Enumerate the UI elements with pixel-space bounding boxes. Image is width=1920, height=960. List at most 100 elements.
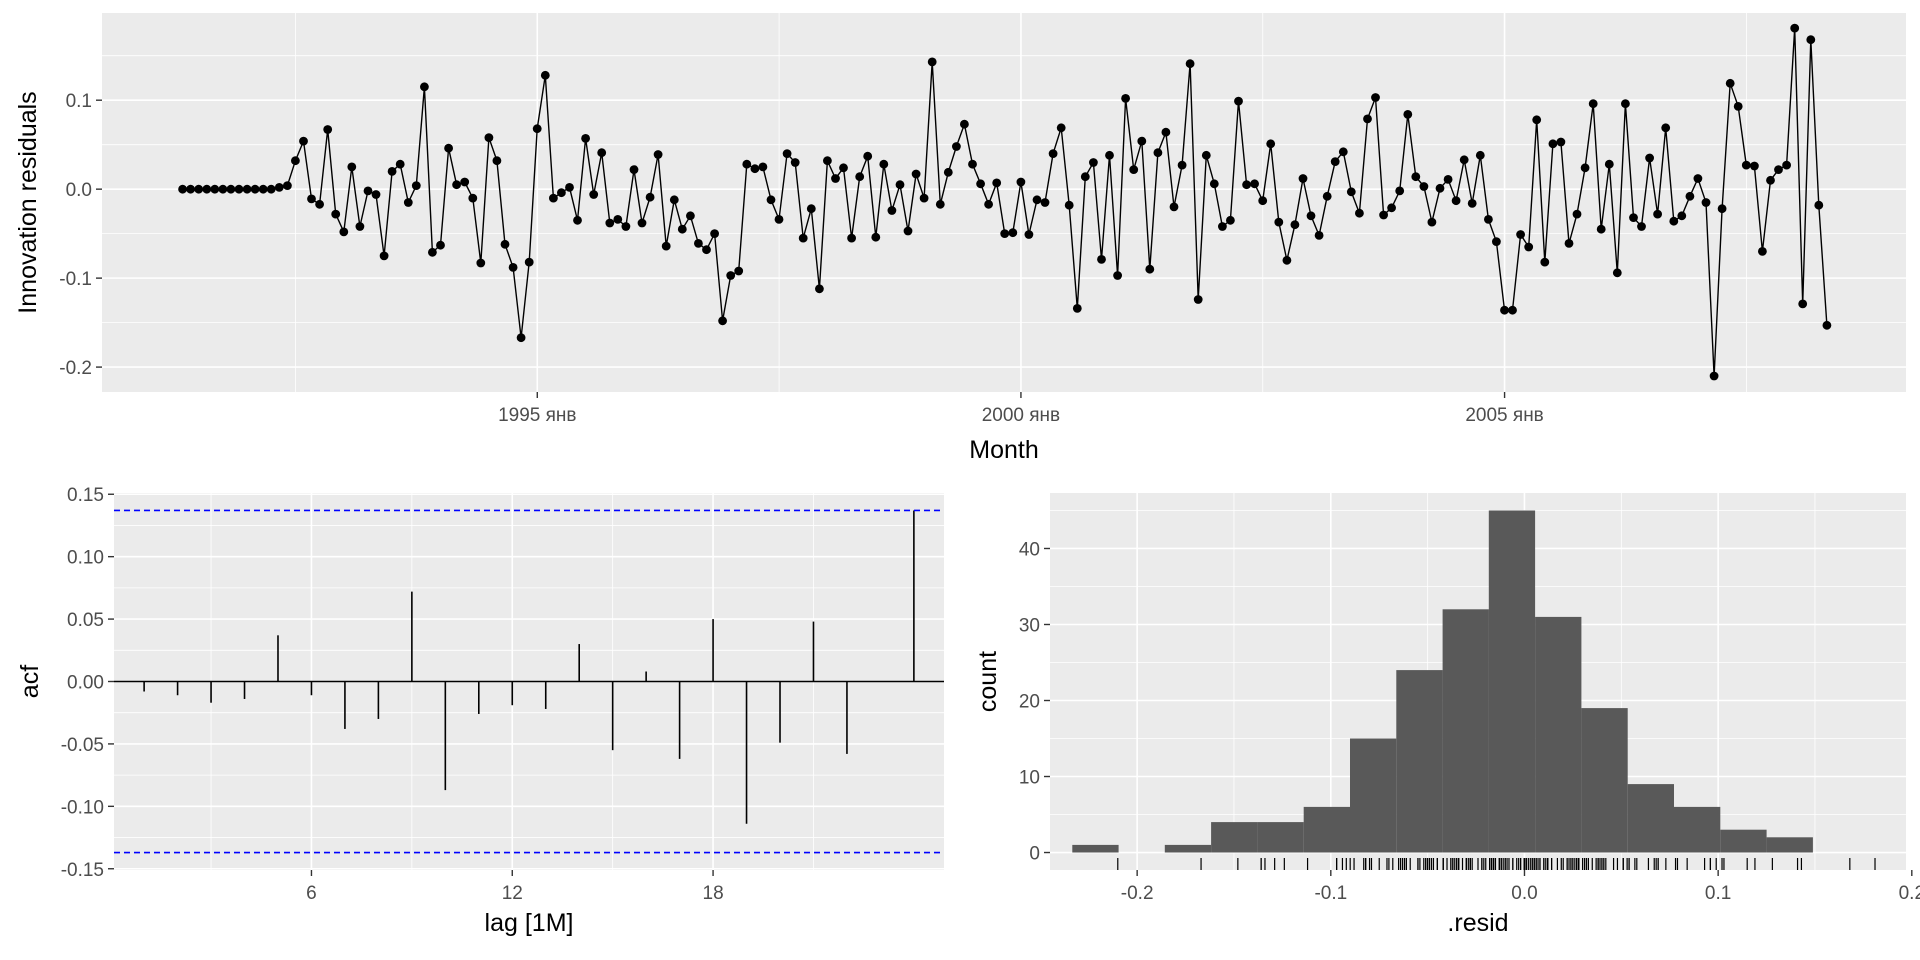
residual-point — [516, 333, 526, 343]
residual-point — [524, 257, 534, 267]
histogram-bar — [1442, 609, 1489, 853]
histogram-bar — [1211, 822, 1258, 853]
residual-point — [1274, 217, 1284, 227]
residual-point — [629, 165, 639, 175]
residuals-series — [178, 23, 1832, 381]
y-tick-label: -0.05 — [61, 735, 104, 756]
x-tick-label: 0.2 — [1899, 883, 1920, 904]
residual-point — [283, 181, 292, 191]
residual-point — [1266, 139, 1276, 149]
residual-point — [1508, 305, 1517, 315]
residual-point — [1484, 215, 1493, 224]
y-tick-label: 0.1 — [66, 91, 92, 112]
residual-point — [1669, 216, 1679, 226]
residual-point — [758, 162, 768, 172]
residual-point — [242, 184, 252, 194]
residual-point — [1725, 78, 1735, 88]
residual-point — [1532, 115, 1542, 125]
residual-point — [1733, 102, 1743, 111]
residual-point — [355, 222, 365, 231]
residual-point — [1016, 177, 1026, 187]
residual-point — [420, 82, 429, 92]
x-tick-label: 12 — [502, 883, 523, 904]
residual-point — [565, 183, 574, 192]
residual-point — [1234, 96, 1243, 106]
residual-point — [1314, 231, 1324, 240]
residual-point — [484, 133, 494, 143]
residual-point — [1371, 93, 1380, 102]
histogram-x-axis-title: .resid — [1447, 909, 1508, 937]
histogram-bar — [1581, 708, 1628, 853]
x-tick-label: 6 — [306, 883, 317, 904]
residual-point — [637, 218, 647, 228]
residual-point — [1242, 180, 1251, 190]
residual-point — [661, 241, 671, 251]
residual-point — [702, 245, 711, 255]
residual-point — [347, 162, 357, 172]
residual-point — [266, 184, 276, 194]
residual-point — [943, 167, 953, 177]
residual-point — [935, 199, 945, 209]
residual-point — [726, 271, 736, 280]
residual-point — [395, 159, 405, 169]
residual-point — [411, 181, 421, 191]
residual-point — [1524, 242, 1534, 252]
residual-point — [1693, 174, 1703, 183]
residual-point — [1306, 211, 1316, 221]
residuals-histogram: -0.2 -0.1 0.0 0.1 0.2 0 10 20 30 40 .resid count — [974, 493, 1920, 937]
residual-point — [186, 184, 196, 194]
residual-point — [1500, 305, 1509, 315]
residual-point — [1145, 264, 1155, 274]
histogram-rug — [1117, 858, 1876, 870]
residual-point — [1822, 320, 1832, 330]
residual-point — [605, 218, 615, 228]
residuals-plot-ticks: 1995 янв 2000 янв 2005 янв -0.2 -0.1 0.0 0.1 — [59, 91, 1544, 426]
residual-point — [1548, 139, 1558, 149]
residual-point — [1637, 222, 1646, 231]
residual-point — [782, 149, 792, 159]
residual-point — [863, 151, 873, 161]
residual-point — [1653, 209, 1662, 219]
residual-point — [379, 251, 389, 261]
residual-point — [1806, 35, 1816, 45]
y-tick-label: 0.0 — [66, 180, 92, 201]
residual-point — [806, 204, 816, 214]
acf-plot-ticks: 6 12 18 -0.15 -0.10 -0.05 0.00 0.05 0.10 0.15 — [61, 485, 724, 904]
residual-point — [1387, 203, 1396, 213]
residual-point — [258, 184, 268, 194]
residual-point — [274, 183, 284, 192]
residual-point — [1596, 224, 1606, 234]
residual-point — [1048, 149, 1058, 159]
residual-point — [1621, 99, 1630, 109]
residual-point — [476, 258, 486, 268]
residual-point — [1129, 165, 1139, 175]
residual-point — [468, 193, 478, 203]
residual-point — [1218, 222, 1227, 231]
y-tick-label: 20 — [1019, 692, 1040, 713]
residual-point — [460, 177, 470, 187]
residual-point — [1226, 215, 1235, 225]
y-tick-label: -0.1 — [59, 269, 92, 290]
residual-point — [1064, 200, 1074, 210]
residual-point — [1024, 230, 1034, 239]
residual-point — [436, 240, 445, 250]
residual-point — [1298, 174, 1308, 183]
residual-point — [669, 195, 679, 205]
y-tick-label: 0.05 — [67, 610, 104, 631]
residual-point — [1290, 220, 1300, 230]
residual-point — [960, 119, 969, 129]
residual-point — [984, 199, 993, 209]
residual-point — [1435, 183, 1445, 193]
histogram-bar — [1535, 616, 1582, 853]
residual-point — [339, 227, 349, 237]
residual-point — [1790, 23, 1800, 33]
residual-point — [952, 142, 961, 151]
residual-point — [677, 224, 687, 234]
residual-point — [686, 211, 695, 221]
histogram-bar — [1350, 738, 1397, 853]
residuals-time-plot: 1995 янв 2000 янв 2005 янв -0.2 -0.1 0.0 0.1 M… — [14, 13, 1906, 464]
residual-point — [573, 215, 582, 225]
residual-point — [1137, 136, 1147, 146]
residual-point — [1258, 196, 1268, 206]
